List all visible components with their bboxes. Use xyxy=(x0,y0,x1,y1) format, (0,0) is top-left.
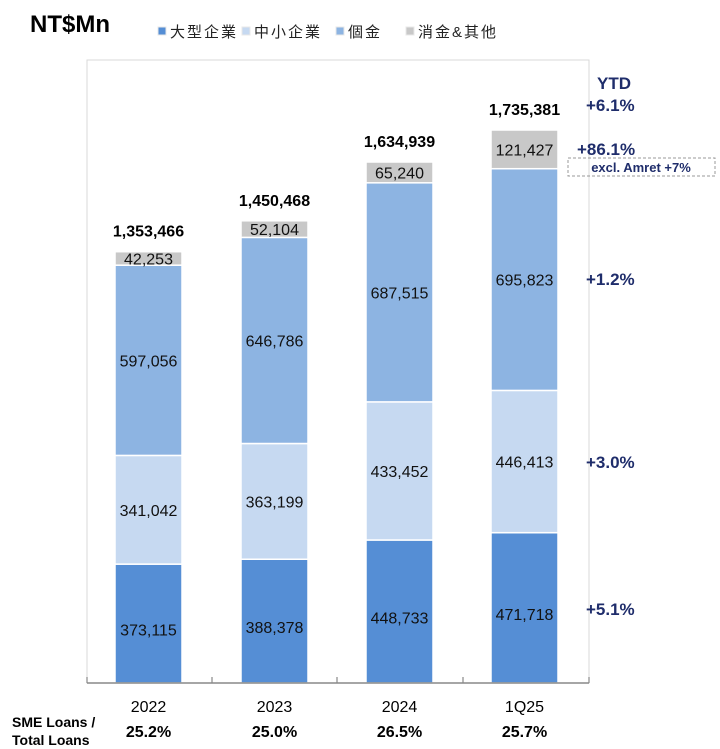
segment-label: 695,823 xyxy=(496,273,554,290)
bar-segment xyxy=(365,539,434,684)
legend-label: 消金&其他 xyxy=(418,24,498,41)
ytd-series-change: +86.1% xyxy=(577,140,635,159)
ytd-series-change: +1.2% xyxy=(586,270,635,289)
legend-swatch xyxy=(405,26,415,36)
x-tick-label: 2024 xyxy=(382,699,418,716)
ytd-series-change: +3.0% xyxy=(586,453,635,472)
x-tick-label: 2022 xyxy=(131,699,167,716)
segment-label: 597,056 xyxy=(120,353,178,370)
segment-label: 363,199 xyxy=(246,494,304,511)
legend-label: 大型企業 xyxy=(170,23,238,41)
ytd-series-change: +5.1% xyxy=(586,600,635,619)
bar-segment xyxy=(365,161,434,184)
segment-label: 448,733 xyxy=(371,611,429,628)
bar-segment xyxy=(490,531,559,684)
bar-segment xyxy=(490,389,559,534)
segment-label: 471,718 xyxy=(496,607,554,624)
ytd-header: YTD xyxy=(597,74,631,93)
bar-segment xyxy=(114,250,183,266)
ytd-total-change: +6.1% xyxy=(586,96,635,115)
ratio-value: 26.5% xyxy=(377,724,422,741)
segment-label: 52,104 xyxy=(250,222,299,239)
legend-swatch xyxy=(241,26,251,36)
total-label: 1,735,381 xyxy=(489,102,560,119)
note-box xyxy=(567,157,716,177)
segment-label: 121,427 xyxy=(496,142,554,159)
segment-label: 646,786 xyxy=(246,333,304,350)
segment-label: 341,042 xyxy=(120,503,178,520)
legend-label: 個金 xyxy=(348,24,382,41)
segment-label: 388,378 xyxy=(246,620,304,637)
ratio-value: 25.2% xyxy=(126,724,171,741)
total-label: 1,353,466 xyxy=(113,224,184,241)
legend-label: 中小企業 xyxy=(254,23,322,41)
segment-label: 65,240 xyxy=(375,165,424,182)
bar-segment xyxy=(114,454,183,565)
bar-segment xyxy=(240,236,309,445)
segment-label: 433,452 xyxy=(371,464,429,481)
segment-label: 373,115 xyxy=(120,623,177,640)
bar-segment xyxy=(490,129,559,170)
ratio-label: Total Loans xyxy=(12,732,90,748)
ratio-value: 25.7% xyxy=(502,724,547,741)
ytd-note: excl. Amret +7% xyxy=(591,160,691,175)
x-tick-label: 2023 xyxy=(257,699,293,716)
bar-segment xyxy=(365,401,434,541)
ratio-value: 25.0% xyxy=(252,724,297,741)
x-tick-label: 1Q25 xyxy=(505,699,544,716)
ratio-label: SME Loans / xyxy=(12,714,95,730)
bar-segment xyxy=(240,220,309,239)
unit-title: NT$Mn xyxy=(30,11,110,38)
segment-label: 446,413 xyxy=(496,455,554,472)
total-label: 1,450,468 xyxy=(239,193,310,210)
legend-swatch xyxy=(157,26,167,36)
segment-label: 687,515 xyxy=(371,285,429,302)
total-label: 1,634,939 xyxy=(364,134,435,151)
bar-segment xyxy=(240,442,309,560)
legend-swatch xyxy=(335,26,345,36)
bar-segment xyxy=(490,167,559,392)
segment-label: 42,253 xyxy=(124,251,173,268)
